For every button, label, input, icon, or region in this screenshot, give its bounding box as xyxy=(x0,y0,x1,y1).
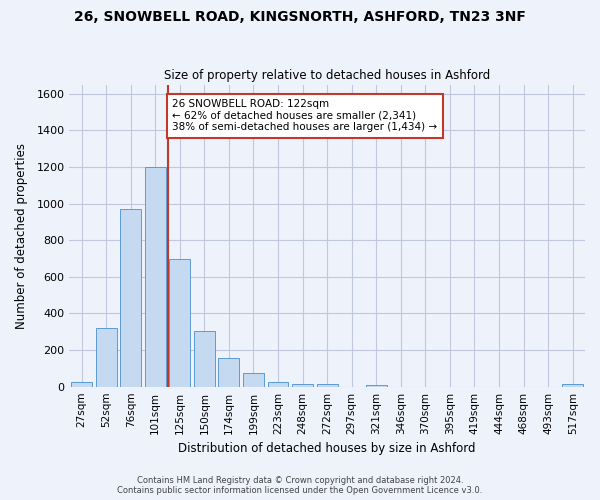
Bar xyxy=(268,382,289,386)
Bar xyxy=(194,331,215,386)
Bar xyxy=(71,382,92,386)
Text: Contains HM Land Registry data © Crown copyright and database right 2024.
Contai: Contains HM Land Registry data © Crown c… xyxy=(118,476,482,495)
X-axis label: Distribution of detached houses by size in Ashford: Distribution of detached houses by size … xyxy=(178,442,476,455)
Text: 26, SNOWBELL ROAD, KINGSNORTH, ASHFORD, TN23 3NF: 26, SNOWBELL ROAD, KINGSNORTH, ASHFORD, … xyxy=(74,10,526,24)
Text: 26 SNOWBELL ROAD: 122sqm
← 62% of detached houses are smaller (2,341)
38% of sem: 26 SNOWBELL ROAD: 122sqm ← 62% of detach… xyxy=(172,99,437,132)
Bar xyxy=(243,373,264,386)
Y-axis label: Number of detached properties: Number of detached properties xyxy=(15,142,28,328)
Bar xyxy=(169,258,190,386)
Bar xyxy=(366,385,387,386)
Bar xyxy=(218,358,239,386)
Bar xyxy=(562,384,583,386)
Title: Size of property relative to detached houses in Ashford: Size of property relative to detached ho… xyxy=(164,69,490,82)
Bar xyxy=(317,384,338,386)
Bar xyxy=(96,328,116,386)
Bar xyxy=(292,384,313,386)
Bar xyxy=(145,167,166,386)
Bar xyxy=(120,209,141,386)
